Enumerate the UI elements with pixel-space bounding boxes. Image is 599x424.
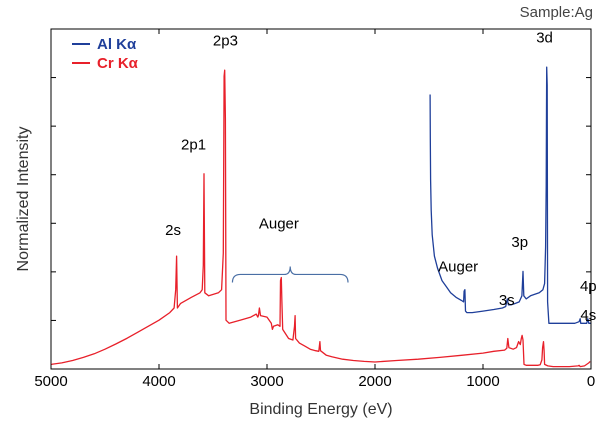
sample-label: Sample:Ag	[519, 4, 593, 21]
annotation-layer: 2p3 2p1 2s Auger 3d Auger 3p 3s 4p 4s	[165, 30, 597, 325]
peak-label: Auger	[438, 258, 478, 275]
legend-label: Cr Kα	[97, 55, 139, 72]
x-tick-label: 5000	[34, 373, 67, 390]
x-axis-title: Binding Energy (eV)	[249, 401, 392, 418]
series-line-cr-ka	[50, 69, 591, 368]
peak-label: 4s	[580, 307, 596, 324]
peak-label: Auger	[259, 216, 299, 233]
peak-label: 3d	[536, 30, 553, 47]
legend-label: Al Kα	[97, 36, 137, 53]
x-tick-label: 4000	[142, 373, 175, 390]
peak-label: 2s	[165, 222, 181, 239]
axis-layer: 5000 4000 3000 2000 1000 0 Binding Energy (eV)…	[15, 29, 595, 418]
legend: Al Kα Cr Kα	[72, 36, 139, 72]
plot-area	[50, 28, 592, 370]
peak-label: 2p1	[181, 136, 206, 153]
x-tick-label: 3000	[250, 373, 283, 390]
y-axis-title: Normalized Intensity	[15, 127, 32, 272]
x-tick-label: 0	[587, 373, 595, 390]
peak-label: 2p3	[213, 33, 238, 50]
series-line-al-ka	[429, 66, 591, 324]
series-layer	[50, 66, 591, 368]
peak-label: 3s	[499, 292, 515, 309]
plot-frame	[50, 28, 592, 370]
peak-label: 4p	[580, 278, 597, 295]
peak-label: 3p	[511, 234, 528, 251]
x-tick-label: 1000	[466, 373, 499, 390]
x-tick-label: 2000	[358, 373, 391, 390]
auger-brace	[231, 266, 349, 283]
